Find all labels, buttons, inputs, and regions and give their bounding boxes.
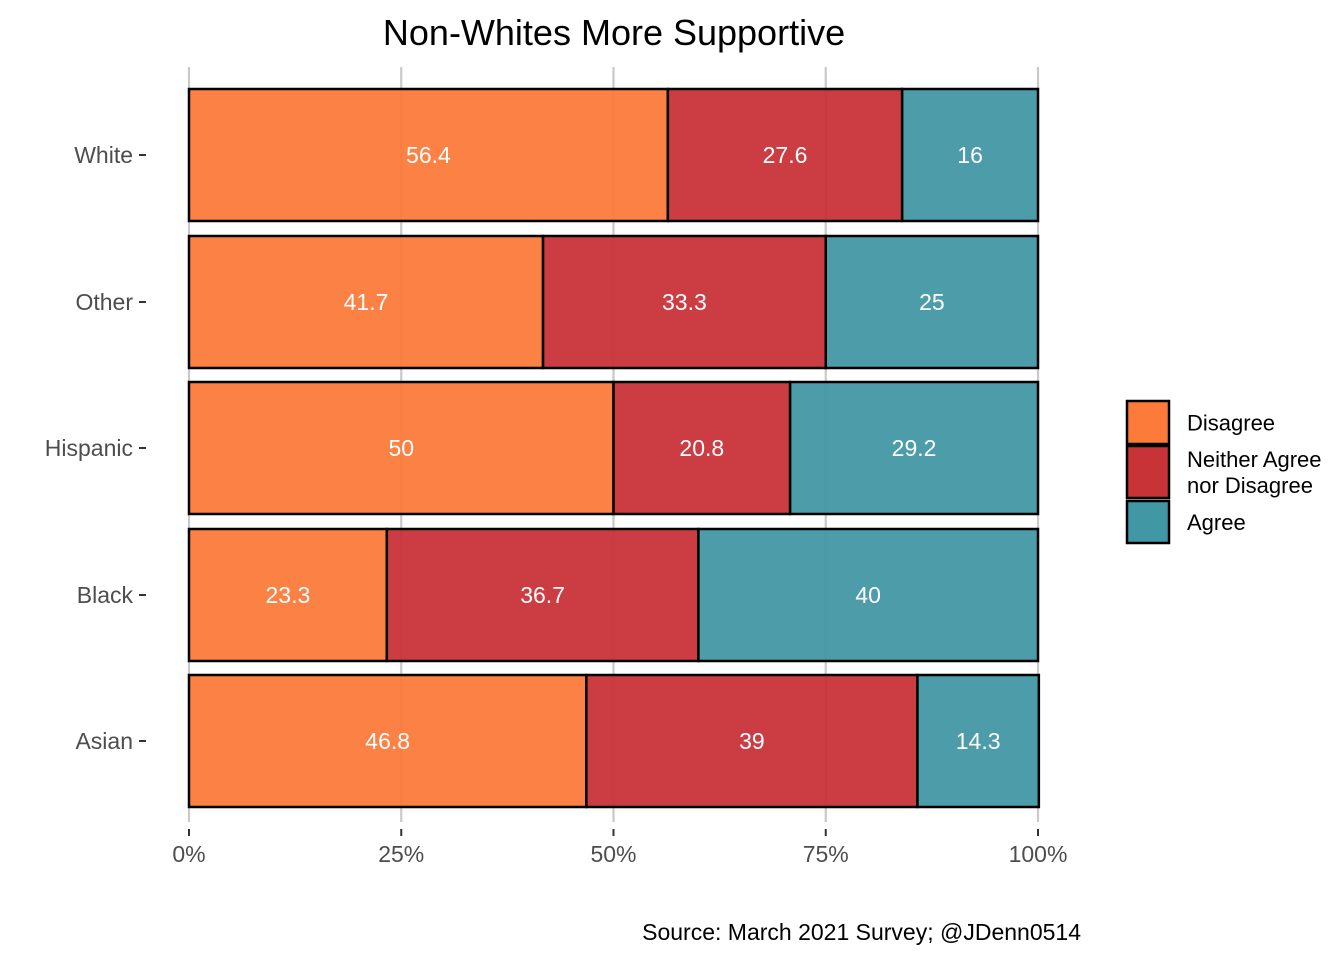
bar-label-asian-agree: 14.3 bbox=[956, 728, 1001, 754]
bar-label-other-disagree: 41.7 bbox=[344, 289, 389, 315]
bar-asian-agree bbox=[916, 673, 1041, 809]
y-tick-label-black: Black bbox=[77, 582, 134, 608]
y-tick-label-other: Other bbox=[75, 289, 133, 315]
bar-label-hispanic-agree: 29.2 bbox=[892, 435, 937, 461]
legend-label-neither-agree-nor-disagree: Neither Agree nor Disagree bbox=[1187, 447, 1322, 498]
x-tick-label-100: 100% bbox=[1009, 841, 1068, 867]
bar-hispanic-agree bbox=[788, 380, 1040, 516]
bar-black-agree bbox=[697, 527, 1040, 663]
bar-label-white-neither-agree-nor-disagree: 27.6 bbox=[763, 142, 808, 168]
axes: White Other Hispanic Black Asian 0% 25% 50% 75% 1… bbox=[45, 142, 1068, 867]
x-tick-label-0: 0% bbox=[172, 841, 205, 867]
legend-key-agree bbox=[1125, 499, 1171, 545]
bar-black-neither-agree-nor-disagree bbox=[385, 527, 700, 663]
x-tick-label-25: 25% bbox=[378, 841, 424, 867]
bar-label-black-neither-agree-nor-disagree: 36.7 bbox=[520, 582, 565, 608]
legend-label-disagree: Disagree bbox=[1187, 411, 1275, 436]
bar-label-other-agree: 25 bbox=[919, 289, 945, 315]
x-tick-label-75: 75% bbox=[803, 841, 849, 867]
legend-key-disagree bbox=[1125, 399, 1171, 446]
bar-label-hispanic-disagree: 50 bbox=[388, 435, 414, 461]
bar-white-agree bbox=[900, 87, 1040, 223]
legend-key-neither-agree-nor-disagree bbox=[1125, 444, 1171, 500]
bar-asian-neither-agree-nor-disagree bbox=[585, 673, 919, 809]
bar-asian-disagree bbox=[187, 673, 588, 809]
bar-label-black-agree: 40 bbox=[855, 582, 881, 608]
bar-hispanic-disagree bbox=[187, 380, 615, 516]
chart-caption: Source: March 2021 Survey; @JDenn0514 bbox=[642, 919, 1081, 945]
x-tick-label-50: 50% bbox=[590, 841, 636, 867]
legend-label-agree: Agree bbox=[1187, 510, 1246, 535]
bar-white-disagree bbox=[187, 87, 670, 223]
bar-other-agree bbox=[824, 234, 1040, 370]
bar-white-neither-agree-nor-disagree bbox=[666, 87, 904, 223]
bar-label-asian-neither-agree-nor-disagree: 39 bbox=[739, 728, 765, 754]
bars: 56.4 27.6 16 41.7 33.3 25 50 20.8 29.2 23.3 36.7 40… bbox=[187, 87, 1041, 809]
chart-title: Non-Whites More Supportive bbox=[383, 12, 845, 53]
bar-label-asian-disagree: 46.8 bbox=[365, 728, 410, 754]
bar-hispanic-neither-agree-nor-disagree bbox=[612, 380, 792, 516]
bar-label-hispanic-neither-agree-nor-disagree: 20.8 bbox=[679, 435, 724, 461]
y-tick-label-white: White bbox=[74, 142, 133, 168]
bar-label-white-disagree: 56.4 bbox=[406, 142, 451, 168]
y-tick-label-hispanic: Hispanic bbox=[45, 435, 133, 461]
bar-label-other-neither-agree-nor-disagree: 33.3 bbox=[662, 289, 707, 315]
y-tick-label-asian: Asian bbox=[75, 728, 133, 754]
bar-label-black-disagree: 23.3 bbox=[266, 582, 311, 608]
bar-label-white-agree: 16 bbox=[957, 142, 983, 168]
legend: Disagree Neither Agree nor Disagree Agree bbox=[1125, 399, 1322, 545]
